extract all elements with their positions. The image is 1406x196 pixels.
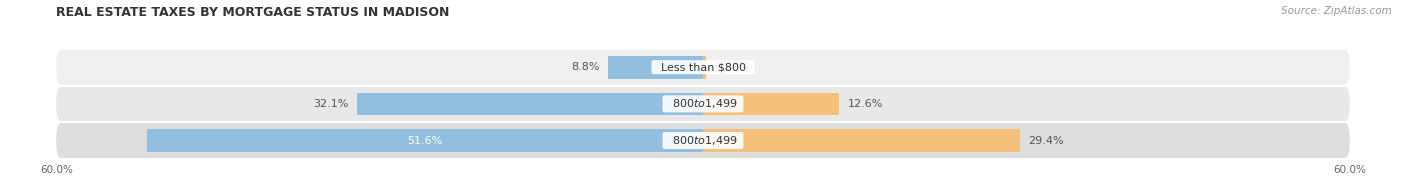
- Text: $800 to $1,499: $800 to $1,499: [665, 97, 741, 110]
- Text: $800 to $1,499: $800 to $1,499: [665, 134, 741, 147]
- Text: 8.8%: 8.8%: [571, 62, 599, 72]
- Text: 12.6%: 12.6%: [848, 99, 883, 109]
- Text: Source: ZipAtlas.com: Source: ZipAtlas.com: [1281, 6, 1392, 16]
- Bar: [357, 93, 703, 115]
- Bar: [703, 129, 1019, 152]
- Bar: [703, 56, 706, 79]
- FancyBboxPatch shape: [56, 123, 1350, 158]
- FancyBboxPatch shape: [56, 50, 1350, 85]
- Text: 51.6%: 51.6%: [408, 136, 443, 146]
- Bar: [609, 56, 703, 79]
- Text: 29.4%: 29.4%: [1029, 136, 1064, 146]
- Text: 0.29%: 0.29%: [714, 62, 751, 72]
- Bar: [146, 129, 703, 152]
- Text: REAL ESTATE TAXES BY MORTGAGE STATUS IN MADISON: REAL ESTATE TAXES BY MORTGAGE STATUS IN …: [56, 6, 450, 19]
- Bar: [703, 93, 839, 115]
- FancyBboxPatch shape: [56, 86, 1350, 122]
- Text: Less than $800: Less than $800: [654, 62, 752, 72]
- Text: 32.1%: 32.1%: [314, 99, 349, 109]
